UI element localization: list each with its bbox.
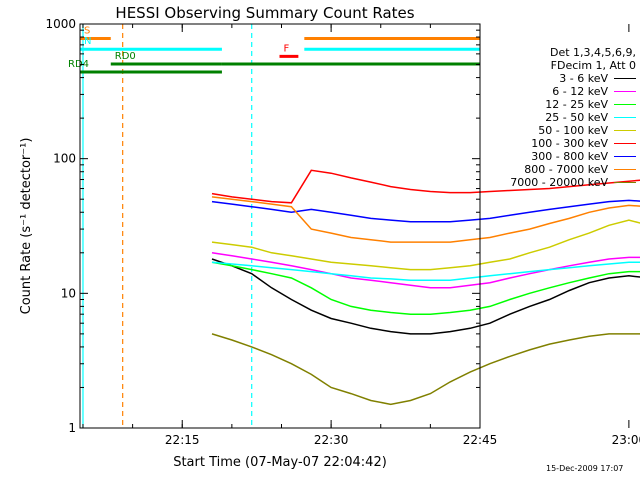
series-line-3-6kev xyxy=(211,258,640,335)
chart-title: HESSI Observing Summary Count Rates xyxy=(115,4,414,22)
x-tick-label: 23:00 xyxy=(612,433,640,447)
legend-item-label: 25 - 50 keV xyxy=(545,111,608,124)
legend-item-label: 800 - 7000 keV xyxy=(524,163,608,176)
legend-swatch xyxy=(614,182,636,183)
flag-label-f: F xyxy=(284,43,290,54)
legend-swatch xyxy=(614,169,636,170)
legend-item: 50 - 100 keV xyxy=(470,124,636,137)
plot-frame xyxy=(79,23,481,429)
y-tick-label: 10 xyxy=(61,286,76,300)
legend-item: 25 - 50 keV xyxy=(470,111,636,124)
series-line-7000-20000kev xyxy=(211,333,640,406)
flag-label-n: N xyxy=(84,36,91,47)
legend-item: 12 - 25 keV xyxy=(470,98,636,111)
legend-item: 7000 - 20000 keV xyxy=(470,176,636,189)
legend-items: 3 - 6 keV 6 - 12 keV 12 - 25 keV 25 - 50 ke… xyxy=(470,72,636,189)
legend-swatch xyxy=(614,78,636,79)
y-axis-label: Count Rate (s⁻¹ detector⁻¹) xyxy=(19,138,34,315)
series-line-25-50kev xyxy=(211,261,640,282)
x-axis-label: Start Time (07-May-07 22:04:42) xyxy=(173,455,387,470)
legend-swatch xyxy=(614,117,636,118)
legend-item: 800 - 7000 keV xyxy=(470,163,636,176)
series-line-6-12kev xyxy=(211,252,640,289)
legend-swatch xyxy=(614,143,636,144)
y-tick-label: 1000 xyxy=(45,17,76,31)
legend-item-label: 100 - 300 keV xyxy=(531,137,608,150)
flag-label-rd4: RD4 xyxy=(68,59,89,70)
legend-header-line1: Det 1,3,4,5,6,9, xyxy=(549,46,636,59)
y-tick-label: 1 xyxy=(68,421,76,435)
legend-item-label: 12 - 25 keV xyxy=(545,98,608,111)
legend-swatch xyxy=(614,130,636,131)
x-tick-label: 22:45 xyxy=(463,433,498,447)
legend-swatch xyxy=(614,91,636,92)
legend-item-label: 7000 - 20000 keV xyxy=(510,176,608,189)
flag-label-s: S xyxy=(84,26,90,37)
series-line-300-800kev xyxy=(211,199,640,223)
y-tick-label: 100 xyxy=(53,152,76,166)
legend-item: 3 - 6 keV xyxy=(470,72,636,85)
legend-item: 100 - 300 keV xyxy=(470,137,636,150)
legend-item: 6 - 12 keV xyxy=(470,85,636,98)
legend-header-line2: FDecim 1, Att 0 xyxy=(550,59,636,72)
legend-item-label: 3 - 6 keV xyxy=(559,72,608,85)
legend-item-label: 300 - 800 keV xyxy=(531,150,608,163)
y-axis-ticks: 1 10 100 1000 xyxy=(45,17,480,435)
x-tick-label: 22:30 xyxy=(314,433,349,447)
plot-area: SN F RD0 RD4 xyxy=(68,24,640,428)
series-line-800-7000kev xyxy=(211,196,640,243)
legend-item-label: 50 - 100 keV xyxy=(538,124,608,137)
legend-swatch xyxy=(614,156,636,157)
flag-label-rd0: RD0 xyxy=(115,51,136,62)
legend: Det 1,3,4,5,6,9, FDecim 1, Att 0 3 - 6 k… xyxy=(470,46,636,189)
series-line-50-100kev xyxy=(211,219,640,271)
x-tick-label: 22:15 xyxy=(165,433,200,447)
series-line-100-300kev xyxy=(211,169,640,204)
legend-swatch xyxy=(614,104,636,105)
generated-timestamp: 15-Dec-2009 17:07 xyxy=(546,464,624,473)
legend-item: 300 - 800 keV xyxy=(470,150,636,163)
legend-item-label: 6 - 12 keV xyxy=(552,85,608,98)
series-line-12-25kev xyxy=(211,261,640,315)
